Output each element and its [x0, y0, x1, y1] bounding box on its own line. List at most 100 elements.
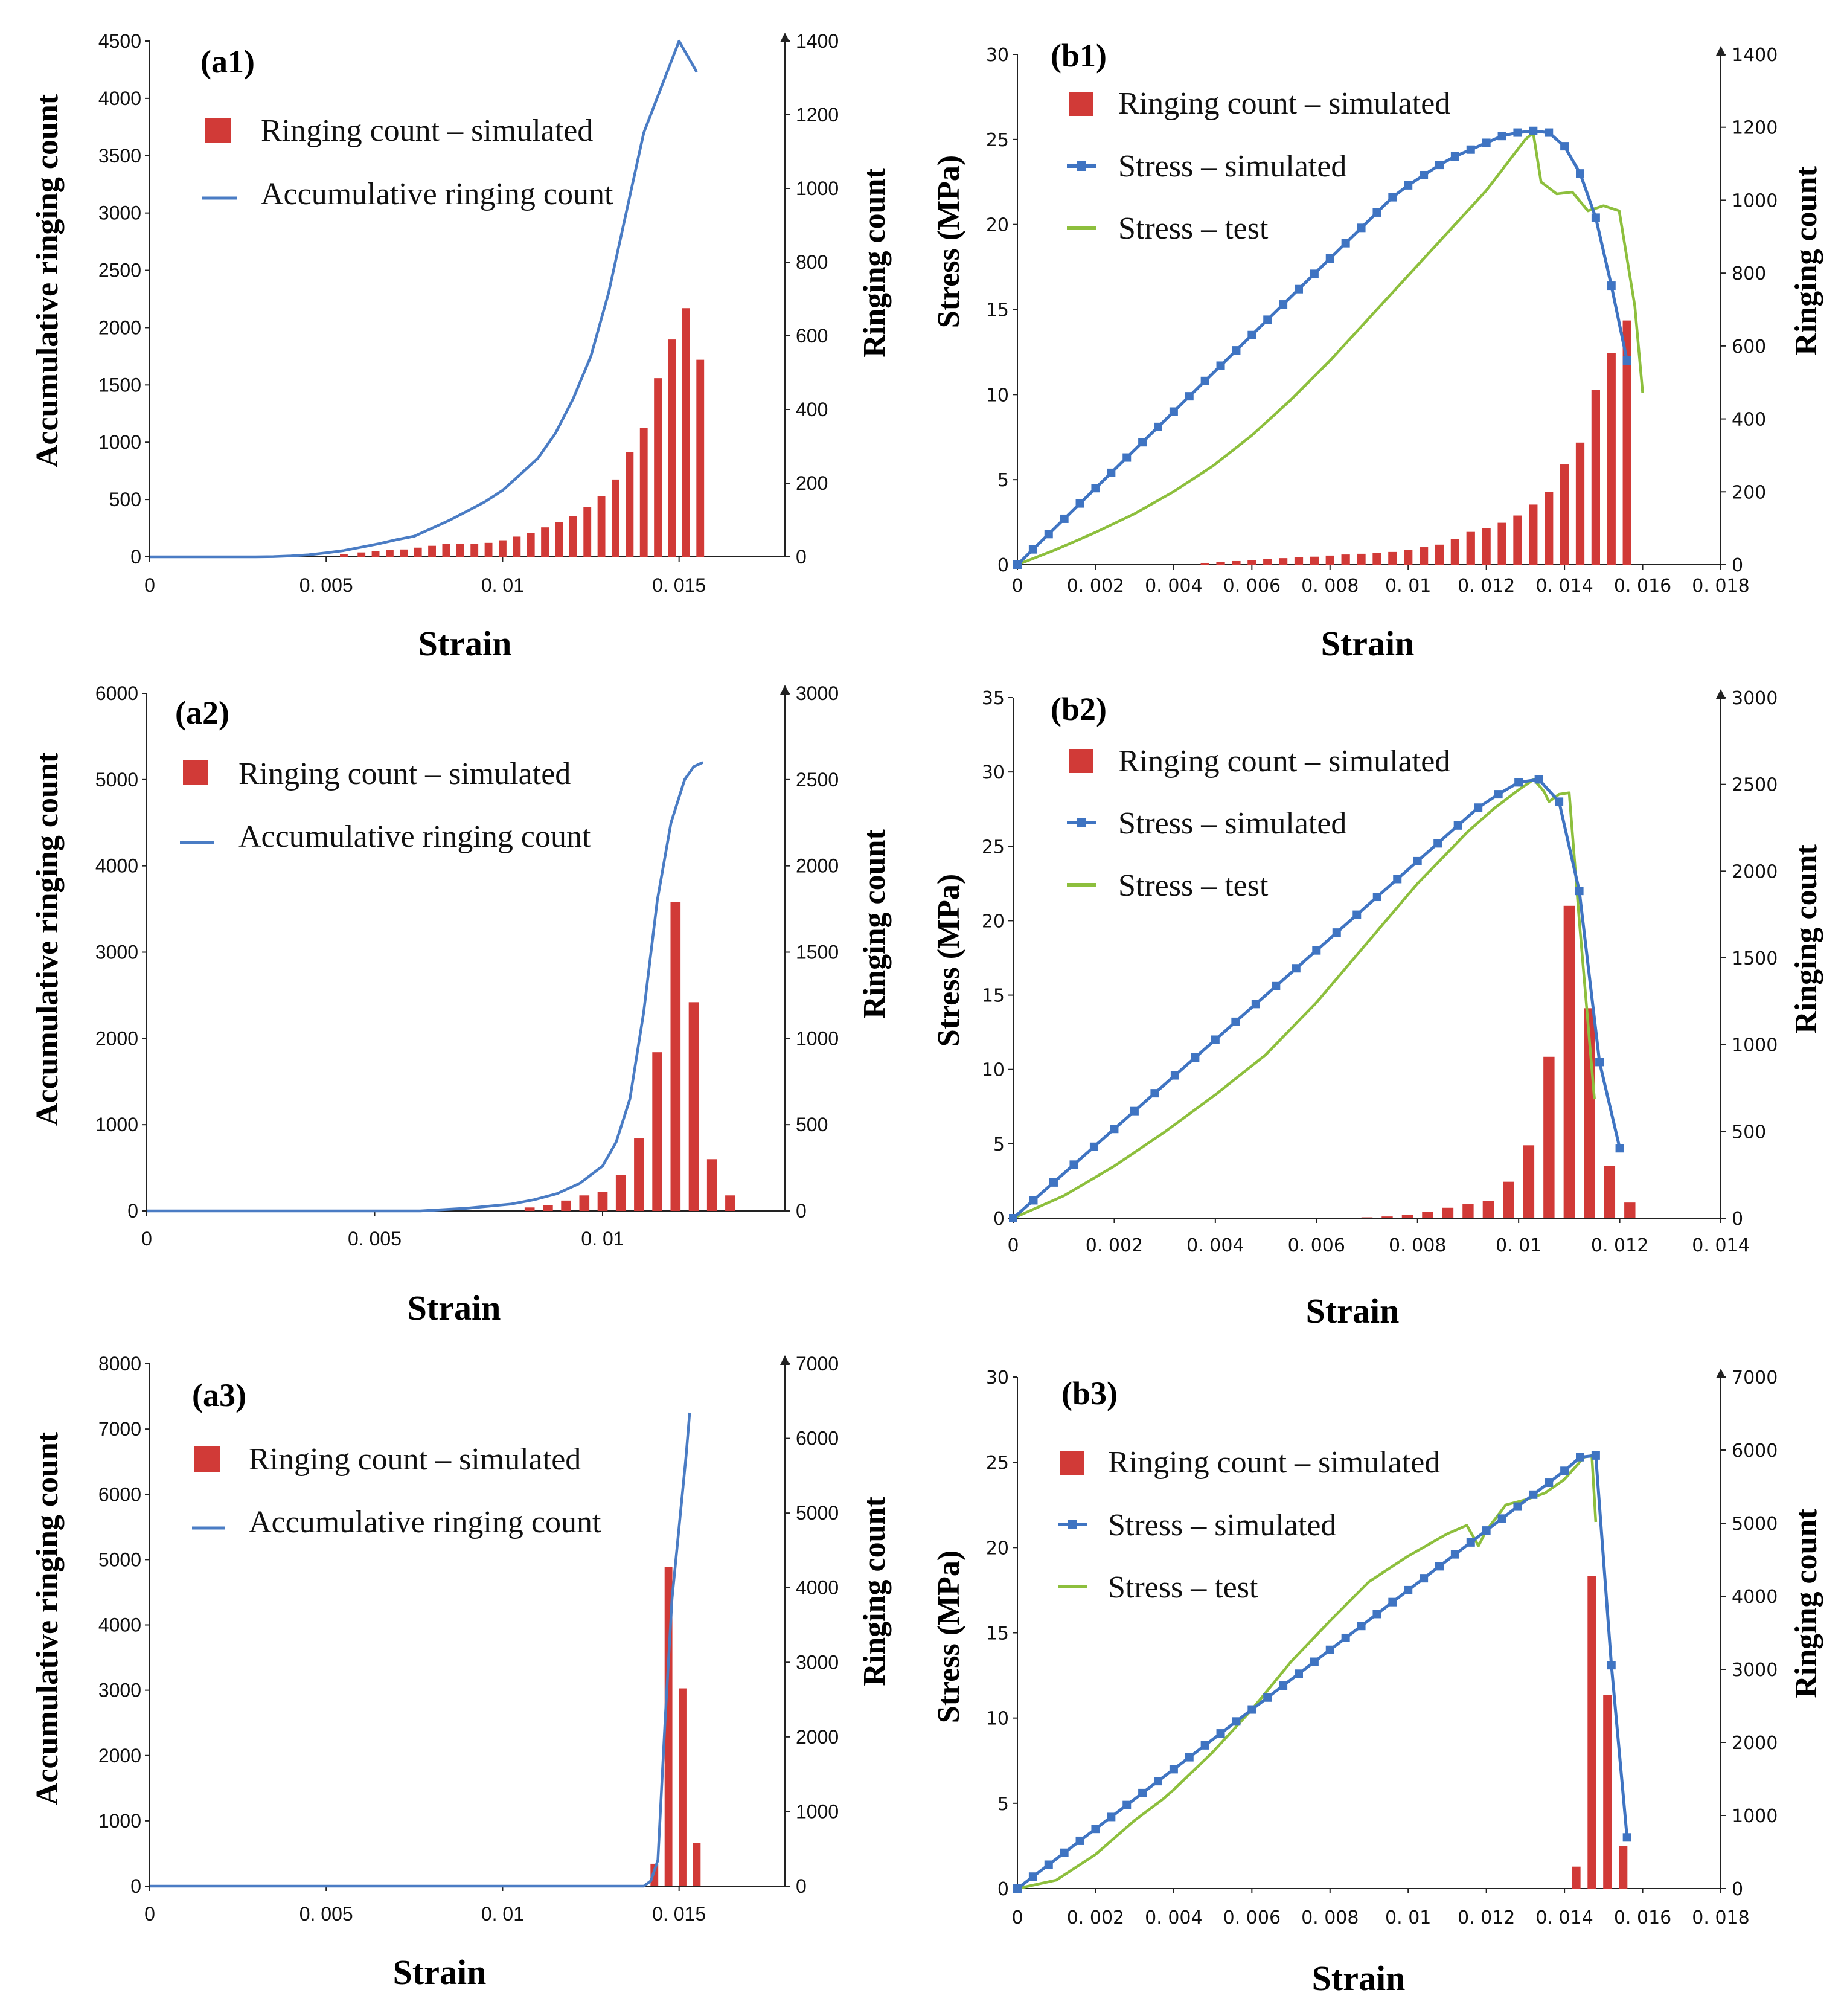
x-tick-label: 0. 018	[1692, 576, 1749, 597]
stress-simulated-marker	[1279, 300, 1288, 309]
legend-label-stress-test-b3: Stress – test	[1108, 1570, 1258, 1605]
bar	[670, 902, 681, 1211]
bar	[1419, 547, 1429, 565]
x-tick-label: 0. 006	[1223, 1907, 1281, 1928]
bar	[1341, 554, 1350, 565]
y-tick-label-right: 3000	[796, 682, 839, 704]
y-tick-label-left: 500	[109, 489, 141, 510]
x-tick-label: 0. 012	[1458, 576, 1515, 597]
stress-simulated-marker	[1138, 438, 1147, 447]
bar	[385, 550, 394, 557]
y-tick-label-left: 25	[986, 130, 1009, 151]
y-tick-label-left: 5000	[98, 1549, 141, 1570]
y-tick-label-right: 0	[1732, 1209, 1743, 1230]
bar	[1607, 353, 1616, 565]
y-tick-label-right: 2000	[796, 855, 839, 877]
y-tick-label-right: 500	[796, 1114, 828, 1135]
bar	[456, 544, 464, 557]
y-tick-label-left: 2500	[98, 260, 141, 281]
bar	[1462, 1204, 1474, 1218]
stress-simulated-marker	[1292, 964, 1301, 973]
bar	[1587, 1576, 1596, 1889]
y-axis-title-right-b1: Ringing count	[1789, 166, 1823, 356]
y-tick-label-right: 2500	[1732, 775, 1778, 796]
y-tick-label-left: 20	[982, 911, 1005, 932]
stress-simulated-marker	[1044, 530, 1053, 539]
legend-swatch-stress-sim-marker-b1	[1077, 161, 1086, 171]
stress-simulated-marker	[1216, 1729, 1225, 1738]
y-tick-label-left: 0	[997, 1879, 1009, 1900]
y-tick-label-left: 3500	[98, 145, 141, 167]
stress-simulated-marker	[1279, 1681, 1288, 1690]
y-axis-title-right-b3: Ringing count	[1789, 1509, 1823, 1698]
y-axis-right-arrow-a3	[780, 1355, 790, 1365]
bar	[1513, 515, 1522, 565]
bar	[555, 522, 563, 557]
y-tick-label-right: 6000	[1732, 1440, 1778, 1462]
legend-label-cumulative-a2: Accumulative ringing count	[238, 820, 591, 854]
x-tick-label: 0. 002	[1067, 576, 1124, 597]
legend-label-bars-b1: Ringing count – simulated	[1118, 86, 1450, 121]
bar	[1624, 1202, 1636, 1218]
y-tick-label-right: 1500	[796, 942, 839, 963]
bar	[470, 544, 479, 557]
stress-simulated-marker	[1474, 803, 1483, 812]
bar	[442, 544, 450, 557]
stress-simulated-marker	[1247, 330, 1256, 339]
bar	[650, 1863, 659, 1886]
x-tick-label: 0. 01	[581, 1228, 624, 1250]
x-tick-label: 0. 004	[1145, 1907, 1202, 1928]
stress-simulated-marker	[1216, 361, 1225, 370]
x-tick-label: 0. 016	[1614, 576, 1671, 597]
bar	[1422, 1212, 1433, 1218]
stress-simulated-marker	[1049, 1178, 1058, 1187]
y-tick-label-left: 30	[982, 762, 1005, 783]
stress-simulated-marker	[1263, 315, 1272, 324]
x-axis-title-a1: Strain	[418, 624, 512, 663]
panel-label-a3: (a3)	[192, 1377, 246, 1413]
y-tick-label-right: 1000	[796, 1800, 839, 1822]
legend-label-bars-a2: Ringing count – simulated	[238, 757, 571, 791]
bar	[543, 1205, 553, 1211]
y-tick-label-left: 4000	[98, 1614, 141, 1636]
stress-simulated-marker	[1513, 1502, 1522, 1511]
y-tick-label-left: 20	[986, 1538, 1009, 1559]
legend-label-stress-sim-b2: Stress – simulated	[1118, 806, 1346, 841]
y-tick-label-right: 1000	[1732, 1035, 1778, 1056]
x-tick-label: 0. 01	[481, 1903, 524, 1925]
bar	[340, 554, 348, 557]
bar	[569, 516, 577, 557]
x-axis-title-b2: Strain	[1306, 1291, 1400, 1331]
stress-simulated-marker	[1232, 1717, 1241, 1726]
cumulative-line	[150, 1412, 691, 1888]
y-tick-label-left: 0	[130, 546, 141, 568]
y-tick-label-right: 600	[1732, 336, 1766, 358]
stress-simulated-marker	[1154, 1777, 1162, 1786]
y-tick-label-left: 5	[997, 1794, 1009, 1815]
y-tick-label-left: 0	[130, 1875, 141, 1897]
stress-test-line	[1013, 778, 1596, 1220]
y-tick-label-right: 6000	[796, 1428, 839, 1449]
stress-simulated-marker	[1272, 981, 1281, 990]
stress-simulated-marker	[1466, 1538, 1475, 1547]
stress-simulated-marker	[1325, 254, 1334, 263]
panel-a2: (a2) Strain Accumulative ringing count R…	[30, 682, 892, 1327]
y-tick-label-right: 200	[1732, 482, 1766, 503]
stress-simulated-marker	[1200, 376, 1209, 385]
y-tick-label-left: 6000	[95, 682, 138, 704]
x-axis-title-b3: Strain	[1312, 1959, 1406, 1998]
stress-simulated-marker	[1310, 269, 1319, 278]
y-tick-label-right: 800	[1732, 263, 1766, 284]
stress-simulated-marker	[1231, 1017, 1240, 1026]
bar	[1404, 550, 1413, 565]
stress-simulated-marker	[1060, 514, 1069, 523]
stress-simulated-marker	[1169, 1765, 1178, 1774]
bar	[634, 1138, 644, 1211]
bar	[1591, 390, 1601, 565]
bar	[583, 507, 592, 557]
bar	[499, 540, 507, 557]
stress-simulated-marker	[1514, 778, 1523, 787]
stress-simulated-line	[1016, 129, 1629, 566]
x-tick-label: 0. 005	[299, 574, 353, 596]
bar	[654, 378, 662, 557]
